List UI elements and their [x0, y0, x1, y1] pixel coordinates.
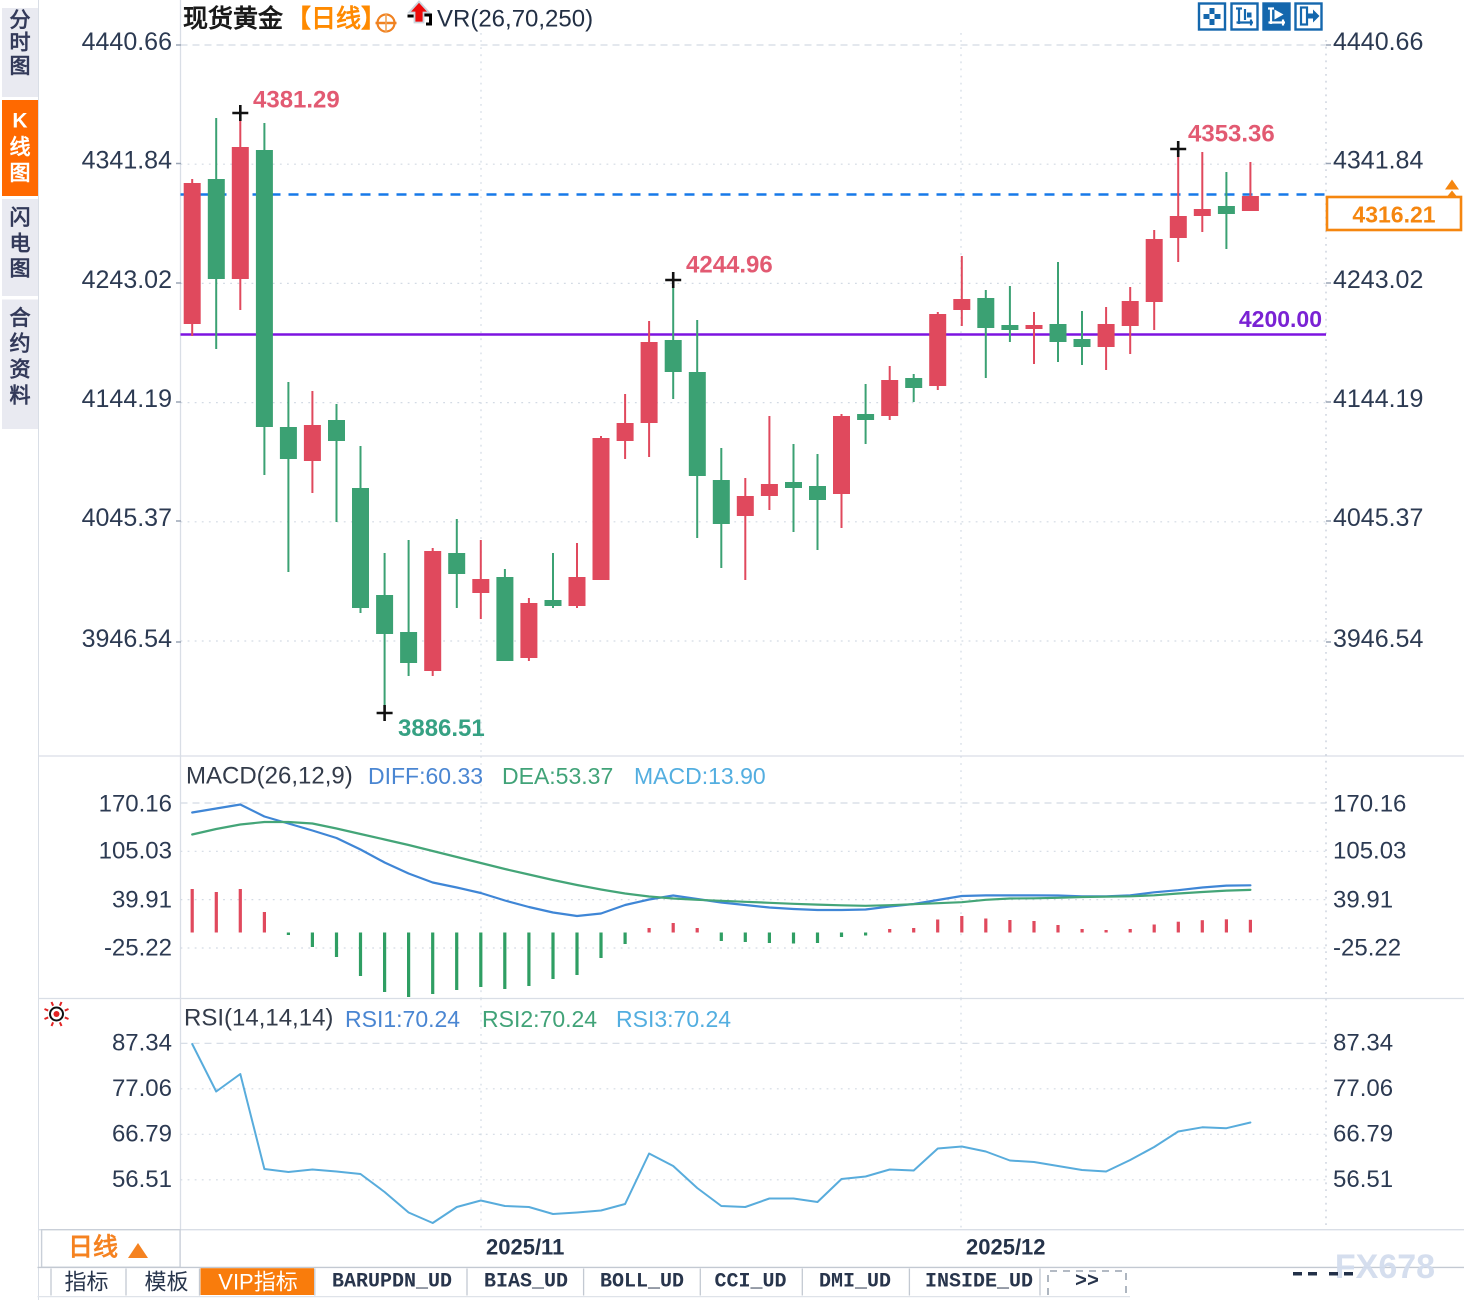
svg-text:电: 电: [10, 233, 31, 256]
svg-text:4341.84: 4341.84: [1333, 147, 1423, 175]
svg-text:4045.37: 4045.37: [82, 504, 172, 532]
svg-text:4244.96: 4244.96: [686, 252, 773, 279]
svg-text:4440.66: 4440.66: [1333, 28, 1423, 56]
svg-text:4243.02: 4243.02: [1333, 266, 1423, 294]
svg-text:图: 图: [10, 258, 31, 281]
svg-text:现货黄金: 现货黄金: [183, 4, 284, 33]
svg-text:4045.37: 4045.37: [1333, 504, 1423, 532]
svg-text:39.91: 39.91: [112, 887, 172, 914]
svg-text:合: 合: [10, 306, 32, 330]
svg-text:87.34: 87.34: [1333, 1030, 1393, 1057]
svg-text:图: 图: [10, 162, 31, 185]
svg-text:DEA:53.37: DEA:53.37: [502, 763, 613, 789]
svg-text:约: 约: [10, 332, 31, 356]
svg-text:BOLL_UD: BOLL_UD: [600, 1271, 684, 1294]
svg-text:77.06: 77.06: [1333, 1075, 1393, 1102]
svg-text:>>: >>: [1075, 1271, 1099, 1294]
svg-text:39.91: 39.91: [1333, 887, 1393, 914]
svg-text:4200.00: 4200.00: [1239, 306, 1322, 332]
svg-text:170.16: 170.16: [1333, 791, 1406, 818]
svg-text:4243.02: 4243.02: [82, 266, 172, 294]
svg-text:4341.84: 4341.84: [82, 147, 172, 175]
svg-text:3946.54: 3946.54: [82, 625, 172, 653]
svg-text:指标: 指标: [64, 1270, 108, 1295]
svg-text:87.34: 87.34: [112, 1030, 172, 1057]
svg-text:料: 料: [10, 385, 31, 408]
svg-text:170.16: 170.16: [99, 791, 172, 818]
svg-text:VIP指标: VIP指标: [218, 1270, 297, 1295]
svg-text:RSI3:70.24: RSI3:70.24: [616, 1006, 731, 1032]
svg-text:INSIDE_UD: INSIDE_UD: [925, 1271, 1033, 1294]
svg-text:4144.19: 4144.19: [82, 385, 172, 413]
svg-text:MACD:13.90: MACD:13.90: [634, 763, 766, 789]
svg-text:MACD(26,12,9): MACD(26,12,9): [186, 763, 353, 790]
svg-text:105.03: 105.03: [99, 838, 172, 865]
svg-text:4353.36: 4353.36: [1188, 121, 1275, 148]
svg-text:资: 资: [10, 359, 31, 382]
svg-text:RSI(14,14,14): RSI(14,14,14): [184, 1005, 333, 1032]
svg-text:4381.29: 4381.29: [253, 87, 340, 114]
svg-text:FX678: FX678: [1335, 1248, 1435, 1286]
svg-text:3886.51: 3886.51: [398, 715, 485, 742]
svg-text:4316.21: 4316.21: [1352, 202, 1435, 228]
svg-text:66.79: 66.79: [1333, 1121, 1393, 1148]
svg-text:3946.54: 3946.54: [1333, 625, 1423, 653]
svg-text:分: 分: [10, 9, 31, 32]
svg-text:2025/11: 2025/11: [486, 1235, 564, 1260]
svg-text:56.51: 56.51: [1333, 1166, 1393, 1193]
svg-text:RSI1:70.24: RSI1:70.24: [345, 1006, 460, 1032]
svg-text:CCI_UD: CCI_UD: [714, 1271, 786, 1294]
svg-text:66.79: 66.79: [112, 1121, 172, 1148]
svg-text:DMI_UD: DMI_UD: [819, 1271, 891, 1294]
svg-text:RSI2:70.24: RSI2:70.24: [482, 1006, 597, 1032]
svg-text:BARUPDN_UD: BARUPDN_UD: [332, 1271, 452, 1294]
svg-text:105.03: 105.03: [1333, 838, 1406, 865]
svg-text:2025/12: 2025/12: [966, 1235, 1046, 1260]
svg-text:77.06: 77.06: [112, 1075, 172, 1102]
svg-text:日线: 日线: [68, 1233, 118, 1262]
svg-text:闪: 闪: [10, 207, 31, 230]
svg-text:-25.22: -25.22: [104, 935, 172, 962]
svg-text:线: 线: [10, 135, 31, 159]
svg-text:BIAS_UD: BIAS_UD: [484, 1271, 568, 1294]
svg-text:-25.22: -25.22: [1333, 935, 1401, 962]
svg-text:K: K: [12, 110, 27, 133]
svg-text:4440.66: 4440.66: [82, 28, 172, 56]
svg-text:模板: 模板: [144, 1270, 188, 1295]
svg-text:图: 图: [10, 55, 31, 78]
svg-text:DIFF:60.33: DIFF:60.33: [368, 763, 483, 789]
svg-text:时: 时: [10, 32, 31, 55]
svg-text:56.51: 56.51: [112, 1166, 172, 1193]
svg-text:【日线】: 【日线】: [286, 4, 386, 33]
svg-text:4144.19: 4144.19: [1333, 385, 1423, 413]
svg-text:VR(26,70,250): VR(26,70,250): [437, 6, 593, 33]
